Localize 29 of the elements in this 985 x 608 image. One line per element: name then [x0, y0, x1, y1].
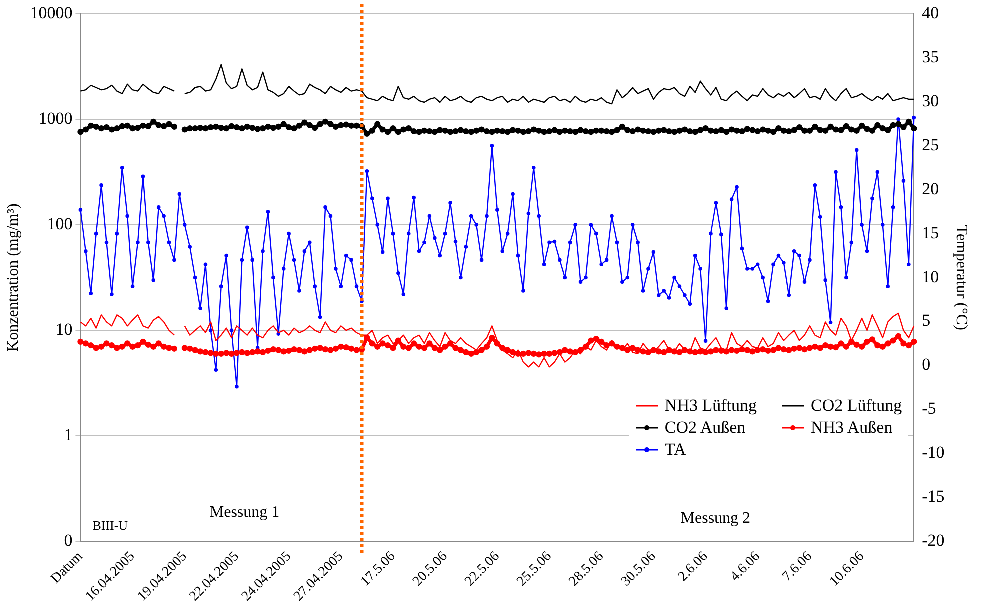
y-tick-label: 1 — [64, 426, 73, 445]
annotation: Messung 1 — [210, 504, 280, 522]
y2-tick-label: 25 — [922, 135, 940, 154]
y2-tick-label: -15 — [922, 487, 945, 506]
y2-tick-label: 40 — [922, 3, 940, 22]
legend-label: TA — [664, 440, 686, 460]
y-tick-label: 10000 — [30, 3, 73, 22]
y2-tick-label: 15 — [922, 223, 940, 242]
y2-tick-label: 10 — [922, 267, 940, 286]
legend-label: CO2 Außen — [664, 418, 746, 438]
y-tick-label: 0 — [64, 531, 73, 550]
legend-label: NH3 Außen — [811, 418, 893, 438]
annotation: BIII-U — [92, 518, 128, 534]
y2-tick-label: -5 — [922, 399, 936, 418]
legend-label: CO2 Lüftung — [811, 396, 902, 416]
annotation: Messung 2 — [680, 510, 751, 528]
legend-label: NH3 Lüftung — [664, 396, 757, 416]
y2-tick-label: 30 — [922, 91, 940, 110]
y-tick-label: 100 — [47, 214, 73, 234]
y2-tick-label: -20 — [922, 531, 945, 550]
y2-tick-label: 0 — [922, 355, 931, 374]
y2-tick-label: 35 — [922, 47, 940, 66]
y2-tick-label: -10 — [922, 443, 945, 462]
y2-tick-label: 20 — [922, 179, 940, 198]
y2-axis-title: Temperatur (°C) — [953, 225, 970, 330]
y2-tick-label: 5 — [922, 311, 931, 330]
y-tick-label: 1000 — [38, 108, 73, 128]
y-axis-title: Konzentration (mg/m³) — [4, 204, 22, 352]
y-tick-label: 10 — [56, 320, 73, 340]
